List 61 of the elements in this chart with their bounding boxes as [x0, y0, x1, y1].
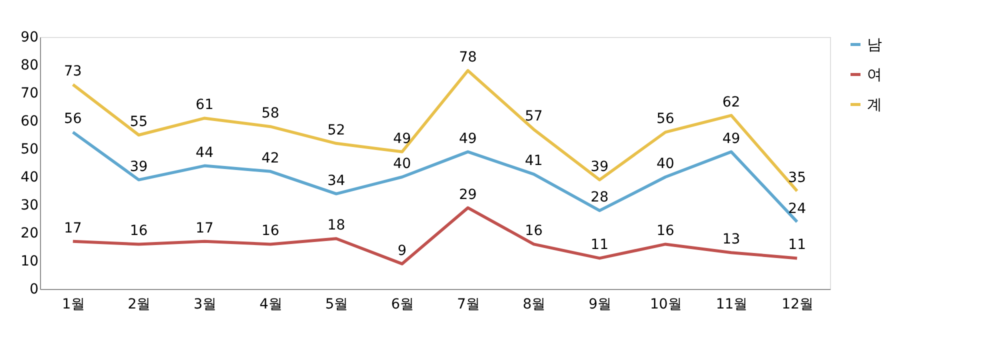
data-label: 39: [590, 158, 608, 175]
legend-label: 계: [867, 96, 882, 114]
data-label: 18: [327, 218, 346, 234]
data-label: 34: [327, 172, 346, 189]
data-label: 11: [590, 237, 608, 254]
data-label: 49: [459, 130, 477, 147]
data-label: 56: [656, 111, 674, 128]
x-tick-label: 1월: [62, 296, 85, 312]
data-label: 13: [722, 232, 740, 248]
data-label: 17: [64, 220, 82, 236]
data-label: 49: [722, 130, 740, 147]
y-tick-label: 50: [20, 142, 38, 158]
data-label: 16: [524, 223, 543, 240]
data-label: 56: [64, 111, 82, 128]
data-label: 16: [262, 223, 280, 240]
x-tick-label: 2월: [128, 296, 151, 312]
y-tick-label: 40: [20, 170, 38, 186]
data-label: 49: [393, 130, 411, 147]
data-label: 24: [788, 200, 806, 217]
y-tick-label: 70: [20, 86, 38, 102]
y-tick-label: 10: [20, 254, 38, 270]
x-tick-label: 8월: [522, 296, 546, 312]
data-label: 55: [130, 114, 148, 130]
data-label: 44: [196, 144, 214, 161]
y-tick-label: 90: [20, 30, 38, 46]
data-label: 52: [327, 122, 346, 138]
data-label: 11: [788, 237, 806, 254]
y-tick-label: 80: [20, 58, 38, 74]
x-tick-label: 6월: [391, 296, 414, 312]
y-tick-label: 20: [20, 226, 38, 242]
data-label: 61: [196, 97, 214, 114]
data-label: 41: [524, 153, 543, 170]
x-tick-label: 7월: [456, 296, 480, 312]
x-tick-label: 5월: [325, 296, 348, 312]
x-tick-label: 11월: [716, 296, 748, 312]
data-label: 57: [524, 108, 543, 124]
x-tick-label: 12월: [782, 296, 814, 312]
data-label: 35: [788, 170, 806, 186]
data-label: 42: [262, 150, 280, 166]
data-label: 40: [393, 156, 411, 172]
data-label: 16: [656, 223, 674, 240]
data-label: 39: [130, 158, 148, 175]
x-tick-label: 3월: [194, 296, 217, 312]
data-label: 73: [64, 64, 82, 80]
legend-label: 여: [867, 66, 882, 84]
x-tick-label: 9월: [588, 296, 612, 312]
data-label: 62: [722, 94, 740, 110]
data-label: 29: [459, 186, 477, 203]
legend-label: 남: [867, 36, 882, 54]
data-label: 28: [590, 190, 608, 206]
data-label: 16: [130, 223, 148, 240]
data-label: 17: [196, 220, 214, 236]
y-tick-label: 0: [30, 282, 38, 298]
y-tick-label: 60: [20, 114, 38, 130]
data-label: 78: [459, 50, 477, 66]
data-label: 9: [398, 242, 407, 259]
x-tick-label: 4월: [259, 296, 282, 312]
data-label: 58: [262, 106, 280, 122]
y-tick-label: 30: [20, 198, 38, 214]
x-tick-label: 10월: [650, 296, 682, 312]
data-label: 40: [656, 156, 674, 172]
